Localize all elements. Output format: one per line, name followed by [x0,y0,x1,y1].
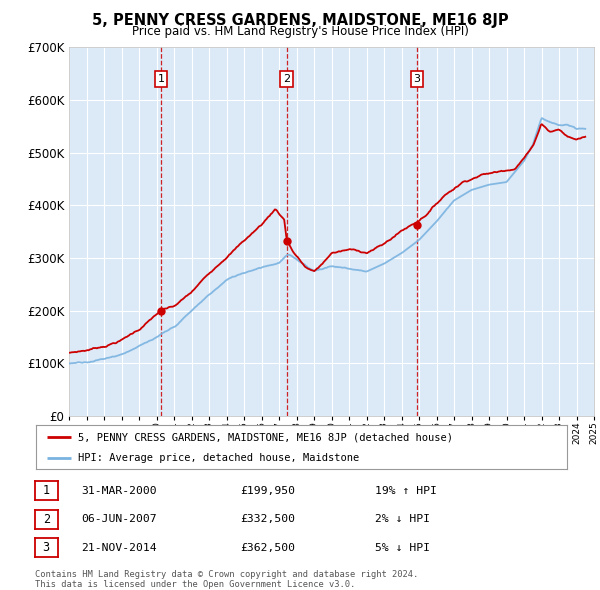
Text: 5, PENNY CRESS GARDENS, MAIDSTONE, ME16 8JP: 5, PENNY CRESS GARDENS, MAIDSTONE, ME16 … [92,13,508,28]
Text: 06-JUN-2007: 06-JUN-2007 [81,514,157,524]
Text: 19% ↑ HPI: 19% ↑ HPI [375,486,437,496]
Text: Price paid vs. HM Land Registry's House Price Index (HPI): Price paid vs. HM Land Registry's House … [131,25,469,38]
Text: £362,500: £362,500 [240,543,295,552]
Text: 2: 2 [43,513,50,526]
Text: HPI: Average price, detached house, Maidstone: HPI: Average price, detached house, Maid… [79,453,360,463]
Text: 1: 1 [157,74,164,84]
Text: This data is licensed under the Open Government Licence v3.0.: This data is licensed under the Open Gov… [35,579,355,589]
Text: 5, PENNY CRESS GARDENS, MAIDSTONE, ME16 8JP (detached house): 5, PENNY CRESS GARDENS, MAIDSTONE, ME16 … [79,432,454,442]
Text: 2% ↓ HPI: 2% ↓ HPI [375,514,430,524]
Text: 5% ↓ HPI: 5% ↓ HPI [375,543,430,552]
Text: 31-MAR-2000: 31-MAR-2000 [81,486,157,496]
Text: 21-NOV-2014: 21-NOV-2014 [81,543,157,552]
Text: 3: 3 [43,541,50,554]
Text: 2: 2 [283,74,290,84]
Text: 3: 3 [413,74,421,84]
Text: 1: 1 [43,484,50,497]
Text: Contains HM Land Registry data © Crown copyright and database right 2024.: Contains HM Land Registry data © Crown c… [35,570,418,579]
Text: £199,950: £199,950 [240,486,295,496]
Text: £332,500: £332,500 [240,514,295,524]
